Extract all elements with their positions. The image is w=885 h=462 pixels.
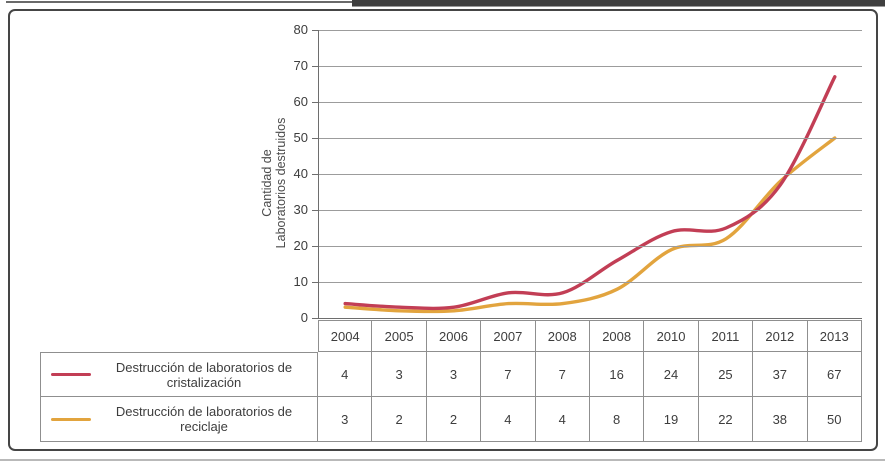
data-table: 2004 2005 2006 2007 2008 2008 2010 2011 2012 2013…: [40, 320, 862, 442]
legend-cell-0: Destrucción de laboratorios de cristaliz…: [40, 352, 318, 397]
y-tick-label-20: 20: [293, 238, 308, 253]
figure-border: [8, 9, 878, 451]
gridline-y-30: [318, 210, 862, 211]
value-cell-row0-col0: 4: [318, 352, 373, 397]
y-tickmark-40: [312, 174, 318, 175]
gridline-y-80: [318, 30, 862, 31]
gridline-y-50: [318, 138, 862, 139]
gridline-y-70: [318, 66, 862, 67]
y-axis-line: [318, 30, 319, 319]
page-top-edge-line: [6, 1, 356, 3]
y-tick-label-30: 30: [293, 202, 308, 217]
table-corner-spacer: [40, 320, 318, 352]
y-tickmark-30: [312, 210, 318, 211]
y-tick-label-70: 70: [293, 58, 308, 73]
value-cell-row1-col1: 2: [372, 397, 427, 442]
legend-label-0: Destrucción de laboratorios de cristaliz…: [115, 359, 293, 390]
gridline-y-60: [318, 102, 862, 103]
value-cell-row1-col0: 3: [318, 397, 373, 442]
plot-area: [318, 30, 862, 318]
gridline-y-20: [318, 246, 862, 247]
year-header-2005: 2005: [372, 320, 427, 352]
y-tick-label-40: 40: [293, 166, 308, 181]
series-line-0: [343, 75, 837, 311]
legend-label-1: Destrucción de laboratorios de reciclaje: [115, 404, 293, 434]
year-header-2006: 2006: [426, 320, 482, 352]
y-axis-title-line1: Cantidad de: [260, 149, 274, 217]
page-bottom-edge-line: [0, 459, 885, 461]
y-tick-label-50: 50: [293, 130, 308, 145]
value-cell-row0-col9: 67: [807, 352, 862, 397]
year-header-2013: 2013: [807, 320, 862, 352]
value-cell-row1-col5: 8: [589, 397, 645, 442]
value-cell-row1-col8: 38: [753, 397, 808, 442]
y-tickmark-10: [312, 282, 318, 283]
value-cell-row0-col4: 7: [535, 352, 590, 397]
y-tick-label-10: 10: [293, 274, 308, 289]
value-cell-row0-col1: 3: [372, 352, 427, 397]
value-cell-row1-col2: 2: [426, 397, 482, 442]
legend-line-swatch-1: [51, 417, 91, 421]
value-cell-row1-col4: 4: [535, 397, 590, 442]
value-cell-row1-col7: 22: [698, 397, 754, 442]
y-tickmark-80: [312, 30, 318, 31]
year-header-2011: 2011: [698, 320, 754, 352]
value-cell-row0-col8: 37: [753, 352, 808, 397]
y-tickmark-50: [312, 138, 318, 139]
year-header-2008: 2008: [535, 320, 590, 352]
value-cell-row1-col3: 4: [481, 397, 536, 442]
line-series-canvas: [343, 75, 837, 314]
year-header-2012: 2012: [753, 320, 808, 352]
x-axis-line: [318, 318, 862, 319]
y-tick-label-80: 80: [293, 22, 308, 37]
y-tickmark-70: [312, 66, 318, 67]
year-header-2010: 2010: [644, 320, 699, 352]
value-cell-row0-col7: 25: [698, 352, 754, 397]
value-cell-row0-col3: 7: [481, 352, 536, 397]
y-tickmark-0: [312, 318, 318, 319]
gridline-y-40: [318, 174, 862, 175]
year-header-2008: 2008: [589, 320, 645, 352]
value-cell-row1-col6: 19: [644, 397, 699, 442]
value-cell-row1-col9: 50: [807, 397, 862, 442]
y-tick-label-60: 60: [293, 94, 308, 109]
value-cell-row0-col2: 3: [426, 352, 482, 397]
y-tickmark-60: [312, 102, 318, 103]
value-cell-row0-col6: 24: [644, 352, 699, 397]
legend-cell-1: Destrucción de laboratorios de reciclaje: [40, 397, 318, 442]
value-cell-row0-col5: 16: [589, 352, 645, 397]
year-header-2007: 2007: [481, 320, 536, 352]
y-tickmark-20: [312, 246, 318, 247]
legend-line-swatch-0: [51, 373, 91, 376]
year-header-2004: 2004: [318, 320, 373, 352]
series-line-1: [343, 136, 837, 314]
page-top-edge-bar: [352, 0, 885, 7]
gridline-y-10: [318, 282, 862, 283]
y-tick-label-0: 0: [300, 310, 308, 325]
